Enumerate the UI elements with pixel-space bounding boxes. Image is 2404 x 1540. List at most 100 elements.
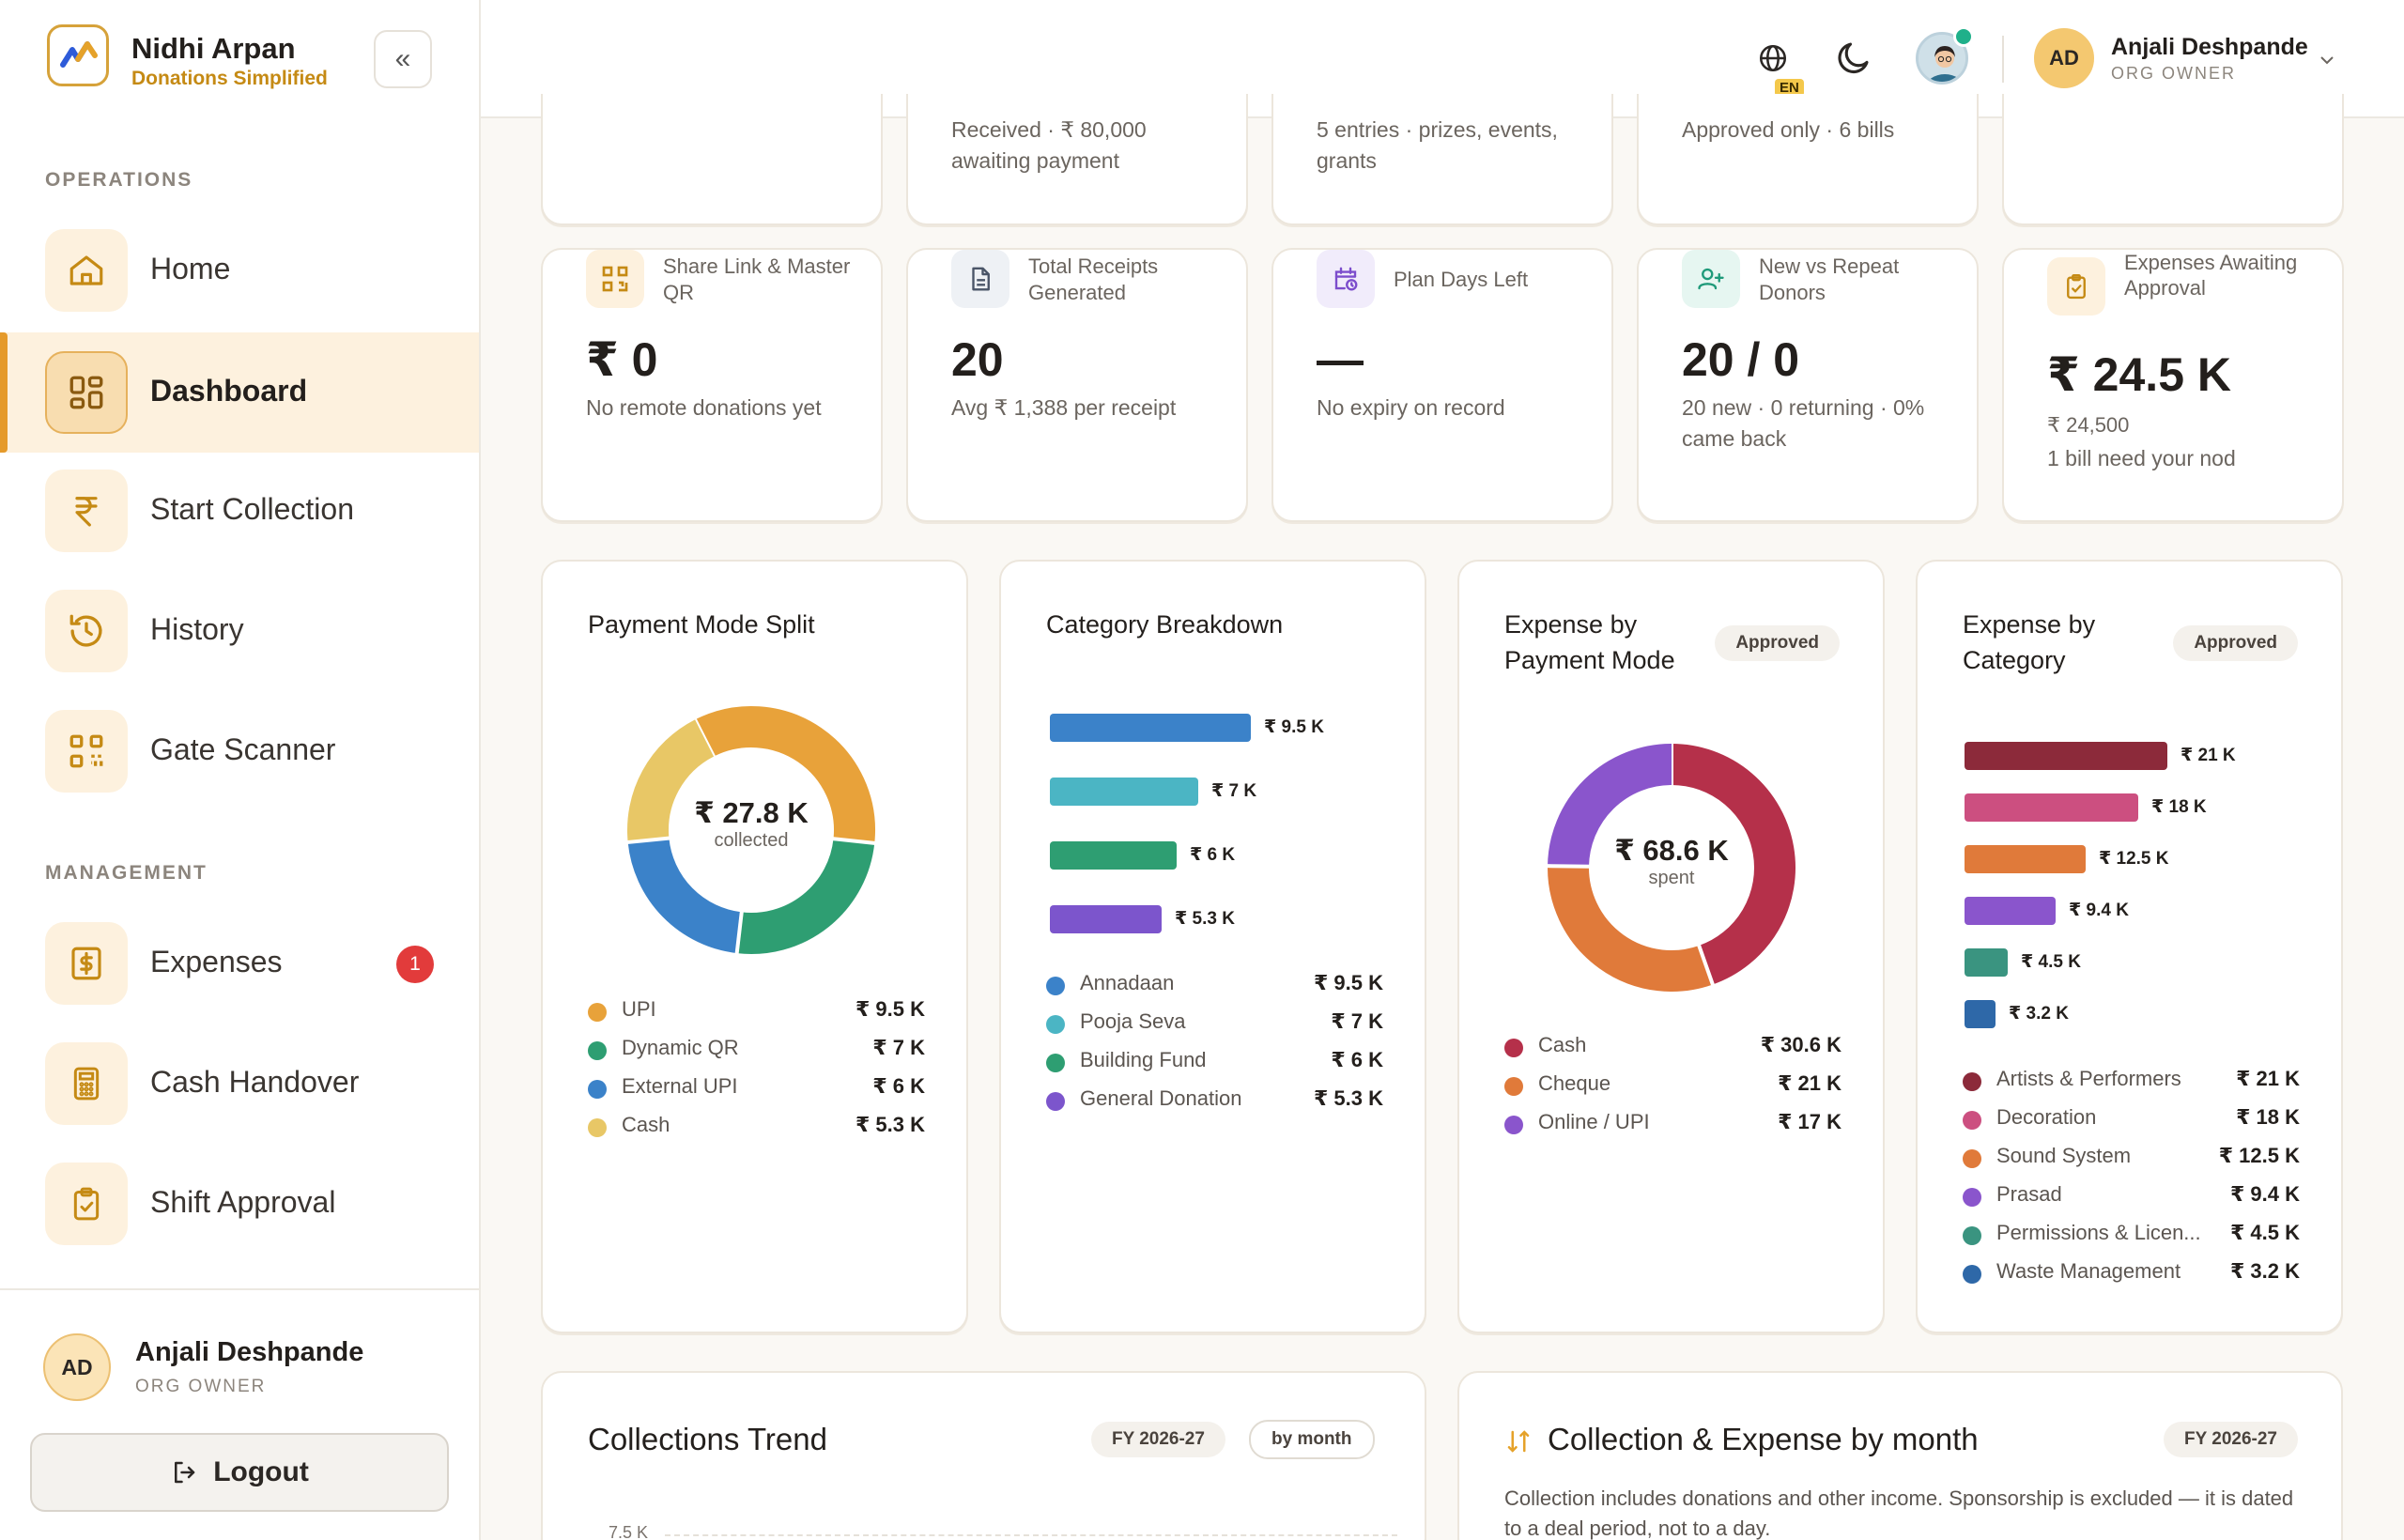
bar-artists-performers[interactable] (1965, 742, 2167, 770)
legend-value: ₹ 17 K (1778, 1110, 1842, 1133)
chevron-down-icon (2320, 56, 2334, 65)
sidebar-item-start-collection[interactable]: Start Collection (0, 451, 479, 571)
donut-slice-dynamic-qr[interactable] (736, 838, 875, 954)
bar-prasad[interactable] (1965, 897, 2056, 925)
kpi-sub: 1 bill need your nod (2047, 446, 2236, 470)
donut-center-label: spent (1648, 868, 1695, 888)
kpi-value: 20 / 0 (1682, 333, 1800, 386)
sidebar-item-label: Start Collection (150, 492, 354, 526)
brand-name: Nidhi Arpan (131, 32, 296, 65)
sidebar-item-expenses[interactable]: Expenses 1 (0, 903, 479, 1024)
bar-decoration[interactable] (1965, 793, 2138, 822)
kpi-sub: Avg ₹ 1,388 per receipt (951, 395, 1177, 420)
kpi-card-share-link[interactable]: Share Link & Master QR ₹ 0 No remote don… (541, 248, 883, 522)
legend-label: Sound System (1996, 1144, 2132, 1167)
expense-payment-mode-card: Expense by Payment Mode Approved ₹ 68.6 … (1457, 560, 1885, 1333)
legend-label: Prasad (1996, 1182, 2062, 1206)
sidebar-item-history[interactable]: History (0, 571, 479, 691)
bar-value-label: ₹ 6 K (1190, 845, 1236, 865)
legend-swatch (1963, 1149, 1981, 1168)
kpi-card-expenses-awaiting[interactable]: Expenses Awaiting Approval ₹ 24.5 K ₹ 24… (2002, 248, 2344, 522)
account-role: ORG OWNER (2111, 64, 2236, 83)
legend-item: Decoration ₹ 18 K (1963, 1103, 2300, 1133)
legend-swatch (1504, 1039, 1523, 1057)
legend-swatch (1963, 1111, 1981, 1130)
legend-label: Cash (1538, 1033, 1587, 1056)
sidebar-item-dashboard[interactable]: Dashboard (0, 332, 479, 453)
sidebar-item-label: History (150, 612, 244, 646)
sidebar-item-gate-scanner[interactable]: Gate Scanner (0, 691, 479, 811)
sidebar-user-name: Anjali Deshpande (135, 1337, 364, 1367)
section-label-management: MANAGEMENT (45, 862, 208, 884)
kpi-card-donors[interactable]: New vs Repeat Donors 20 / 0 20 new · 0 r… (1637, 248, 1979, 522)
legend-item: Sound System ₹ 12.5 K (1963, 1142, 2300, 1172)
kpi-card-plan-days[interactable]: Plan Days Left — No expiry on record (1271, 248, 1613, 522)
calculator-icon (45, 1042, 128, 1125)
donut-slice-upi[interactable] (695, 706, 875, 843)
fy-filter[interactable]: FY 2026-27 (1091, 1422, 1225, 1457)
fy-filter[interactable]: FY 2026-27 (2164, 1422, 2298, 1457)
account-menu[interactable]: AD Anjali Deshpande ORG OWNER (2034, 28, 2353, 90)
donut-center: ₹ 27.8 K collected (625, 796, 877, 852)
rupee-icon (45, 470, 128, 552)
legend-label: Cheque (1538, 1071, 1611, 1095)
legend-value: ₹ 5.3 K (1313, 1086, 1383, 1110)
bar-building-fund[interactable] (1050, 841, 1177, 870)
donut-slice-external-upi[interactable] (627, 837, 743, 954)
donut-center-value: ₹ 68.6 K (1614, 834, 1729, 867)
sidebar: Nidhi Arpan Donations Simplified « OPERA… (0, 0, 481, 1540)
user-plus-icon (1682, 250, 1740, 308)
bar-permissions-licen-[interactable] (1965, 948, 2008, 977)
legend-label: UPI (622, 997, 656, 1021)
collapse-sidebar-button[interactable]: « (374, 30, 432, 88)
legend-label: Cash (622, 1113, 670, 1136)
brand-logo (47, 24, 109, 86)
sidebar-item-shift-approval[interactable]: Shift Approval (0, 1144, 479, 1264)
donut-slice-online-upi[interactable] (1548, 744, 1672, 868)
profile-photo[interactable] (1916, 32, 1968, 85)
legend-item: Cheque ₹ 21 K (1504, 1070, 1842, 1100)
dark-mode-toggle[interactable] (1829, 34, 1878, 83)
logout-button[interactable]: Logout (30, 1433, 449, 1512)
legend-swatch (588, 1003, 607, 1022)
donut-slice-cash[interactable] (1671, 744, 1795, 985)
legend-swatch (1963, 1265, 1981, 1284)
legend-item: Prasad ₹ 9.4 K (1963, 1180, 2300, 1210)
globe-icon (1759, 44, 1787, 72)
language-button[interactable] (1749, 34, 1797, 83)
divider (2002, 36, 2004, 83)
legend-value: ₹ 9.4 K (2229, 1182, 2300, 1206)
bar-waste-management[interactable] (1965, 1000, 1996, 1028)
legend-item: Dynamic QR ₹ 7 K (588, 1034, 925, 1064)
kpi-card-partial (2002, 94, 2344, 225)
kpi-label: Expenses Awaiting Approval (2124, 251, 2298, 300)
qr-scan-icon (45, 710, 128, 793)
legend-swatch (1046, 1015, 1065, 1034)
group-by-filter[interactable]: by month (1249, 1420, 1375, 1459)
payment-mode-donut (626, 706, 876, 955)
bar-annadaan[interactable] (1050, 714, 1251, 742)
sidebar-user-role: ORG OWNER (135, 1377, 267, 1396)
kpi-card-partial: Received · ₹ 80,000 awaiting payment (906, 94, 1248, 225)
legend-value: ₹ 12.5 K (2218, 1144, 2300, 1167)
slice-separator (626, 836, 670, 845)
legend-item: General Donation ₹ 5.3 K (1046, 1085, 1383, 1115)
legend-item: Cash ₹ 30.6 K (1504, 1031, 1842, 1061)
kpi-value: — (1317, 333, 1364, 386)
sidebar-item-home[interactable]: Home (0, 210, 479, 331)
legend-label: External UPI (622, 1074, 738, 1098)
sidebar-item-cash-handover[interactable]: Cash Handover (0, 1024, 479, 1144)
legend-value: ₹ 6 K (1331, 1048, 1383, 1071)
legend-label: Decoration (1996, 1105, 2097, 1129)
kpi-label: New vs Repeat Donors (1759, 254, 1900, 304)
kpi-card-receipts[interactable]: Total Receipts Generated 20 Avg ₹ 1,388 … (906, 248, 1248, 522)
legend-swatch (1046, 1054, 1065, 1072)
history-icon (45, 590, 128, 672)
donut-slice-cash[interactable] (627, 719, 715, 842)
bar-general-donation[interactable] (1050, 905, 1162, 933)
legend-item: Artists & Performers ₹ 21 K (1963, 1065, 2300, 1095)
bar-sound-system[interactable] (1965, 845, 2086, 873)
legend-label: General Donation (1080, 1086, 1242, 1110)
donut-slice-cheque[interactable] (1548, 866, 1713, 992)
bar-pooja-seva[interactable] (1050, 778, 1198, 806)
